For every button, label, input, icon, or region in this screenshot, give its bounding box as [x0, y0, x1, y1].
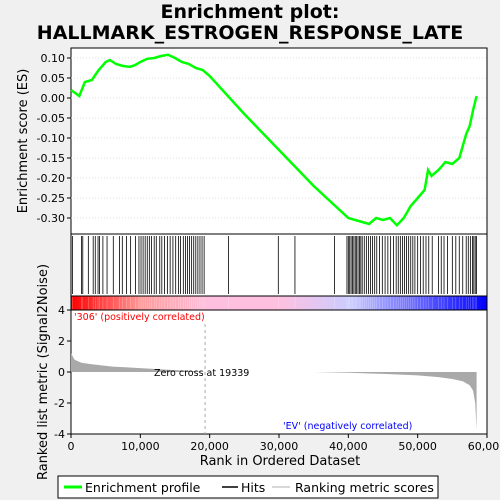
es-y-tick-label: -0.30 [37, 212, 65, 225]
metric-y-tick-label: -4 [54, 428, 65, 441]
positive-correlation-label: '306' (positively correlated) [74, 312, 205, 323]
x-tick-label: 40,000 [329, 440, 368, 453]
es-gridlines [71, 57, 487, 219]
hit-lines [71, 236, 478, 294]
es-y-tick-label: -0.10 [37, 132, 65, 145]
legend [57, 475, 439, 499]
es-y-axis-label: Enrichment score (ES) [16, 69, 31, 214]
legend-label-enrichment: Enrichment profile [85, 480, 201, 495]
es-y-tick-label: -0.15 [37, 152, 65, 165]
es-y-tick-label: 0.10 [41, 52, 66, 65]
es-panel [70, 47, 488, 235]
x-tick-label: 20,000 [190, 440, 229, 453]
x-axis-ticks: 0 10,000 20,000 30,000 40,000 50,000 60,000 [68, 434, 500, 453]
ranking-color-bar [70, 295, 488, 311]
legend-label-ranking: Ranking metric scores [295, 480, 434, 495]
x-tick-label: 10,000 [121, 440, 160, 453]
x-tick-label: 30,000 [260, 440, 299, 453]
chart-title-line1: Enrichment plot: [161, 1, 340, 23]
metric-y-ticks: 4 2 0 -2 -4 [54, 304, 71, 441]
zero-cross-label: Zero cross at 19339 [154, 368, 249, 379]
metric-y-tick-label: -2 [54, 397, 65, 410]
metric-y-axis-label: Ranked list metric (Signal2Noise) [36, 264, 51, 480]
color-bar-hit-marks [72, 297, 477, 309]
es-y-tick-label: -0.05 [37, 112, 65, 125]
chart-title-line2: HALLMARK_ESTROGEN_RESPONSE_LATE [37, 22, 463, 44]
metric-y-tick-label: 4 [58, 304, 65, 317]
enrichment-profile-line [70, 53, 478, 227]
es-y-tick-label: 0.05 [41, 72, 66, 85]
x-axis-label: Rank in Ordered Dataset [200, 454, 361, 469]
metric-y-tick-label: 0 [58, 366, 65, 379]
es-y-tick-label: 0.00 [41, 92, 66, 105]
x-tick-label: 50,000 [398, 440, 437, 453]
ranking-metric-area [71, 353, 477, 430]
es-y-ticks: 0.10 0.05 0.00 -0.05 -0.10 -0.15 -0.20 -0.25 -0.… [37, 52, 71, 225]
es-y-tick-label: -0.20 [37, 172, 65, 185]
negative-correlation-label: 'EV' (negatively correlated) [283, 421, 412, 432]
hits-panel [70, 233, 488, 297]
x-tick-label: 0 [68, 440, 75, 453]
legend-label-hits: Hits [241, 480, 265, 495]
x-tick-label: 60,000 [468, 440, 500, 453]
es-y-tick-label: -0.25 [37, 192, 65, 205]
metric-y-tick-label: 2 [58, 335, 65, 348]
